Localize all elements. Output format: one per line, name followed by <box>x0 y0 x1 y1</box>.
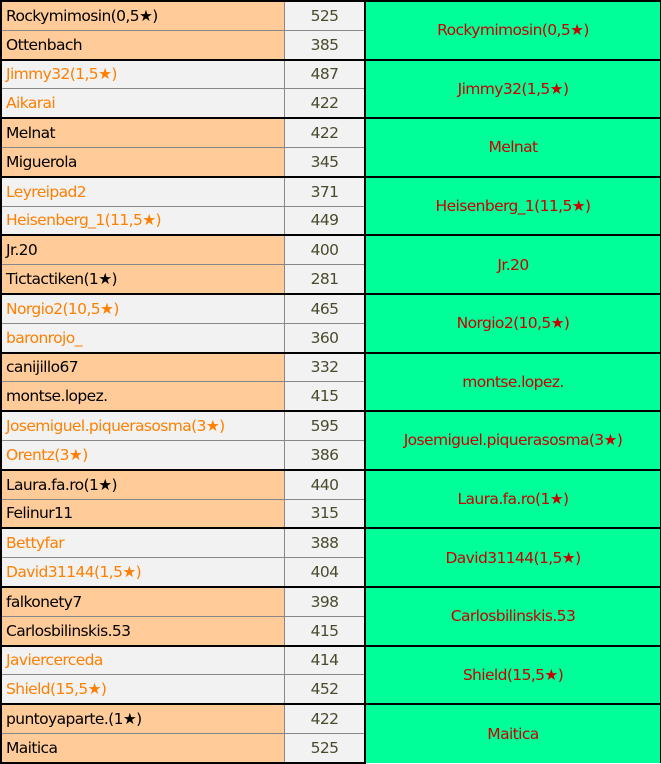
player2-name-cell[interactable]: Heisenberg_1(11,5★) <box>0 206 285 237</box>
player2-score-cell[interactable]: 385 <box>284 30 366 61</box>
player2-name-cell[interactable]: David31144(1,5★) <box>0 557 285 588</box>
winner-cell[interactable]: Laura.fa.ro(1★) <box>365 468 661 529</box>
player2-score-cell[interactable]: 525 <box>284 733 366 764</box>
match-row-player2: Miguerola 345 <box>0 147 661 178</box>
player1-name-cell[interactable]: Rockymimosin(0,5★) <box>0 0 285 31</box>
match-row-player2: baronrojo_ 360 <box>0 323 661 354</box>
player2-name-cell[interactable]: Orentz(3★) <box>0 440 285 471</box>
match-row-player2: Heisenberg_1(11,5★) 449 <box>0 206 661 237</box>
player2-score-cell[interactable]: 415 <box>284 381 366 413</box>
player1-name-cell[interactable]: Leyreipad2 <box>0 175 285 207</box>
player1-score-cell[interactable]: 525 <box>284 0 366 31</box>
match-row-player1: Javiercerceda 414 Shield(15,5★) <box>0 644 661 705</box>
match-row-player1: falkonety7 398 Carlosbilinskis.53 <box>0 585 661 646</box>
player1-name-cell[interactable]: Norgio2(10,5★) <box>0 292 285 324</box>
winner-cell[interactable]: Jimmy32(1,5★) <box>365 58 661 119</box>
player2-name-cell[interactable]: montse.lopez. <box>0 381 285 413</box>
match-row-player1: Laura.fa.ro(1★) 440 Laura.fa.ro(1★) <box>0 468 661 529</box>
player1-score-cell[interactable]: 595 <box>284 410 366 441</box>
player1-name-cell[interactable]: Laura.fa.ro(1★) <box>0 468 285 500</box>
player1-name-cell[interactable]: Melnat <box>0 117 285 148</box>
winner-cell[interactable]: Melnat <box>365 117 661 177</box>
match-row-player2: Carlosbilinskis.53 415 <box>0 616 661 647</box>
match-row-player2: Felinur11 315 <box>0 499 661 530</box>
match-row-player1: Josemiguel.piquerasosma(3★) 595 Josemigu… <box>0 410 661 470</box>
match-row-player1: Norgio2(10,5★) 465 Norgio2(10,5★) <box>0 292 661 353</box>
player1-score-cell[interactable]: 414 <box>284 644 366 676</box>
player1-name-cell[interactable]: Bettyfar <box>0 527 285 559</box>
player1-score-cell[interactable]: 371 <box>284 175 366 207</box>
player1-score-cell[interactable]: 422 <box>284 117 366 148</box>
winner-cell[interactable]: Maitica <box>365 703 661 763</box>
player2-score-cell[interactable]: 345 <box>284 147 366 178</box>
match-row-player1: Melnat 422 Melnat <box>0 117 661 177</box>
player2-name-cell[interactable]: Tictactiken(1★) <box>0 264 285 295</box>
winner-cell[interactable]: Norgio2(10,5★) <box>365 292 661 353</box>
player2-score-cell[interactable]: 449 <box>284 206 366 237</box>
player2-name-cell[interactable]: Aikarai <box>0 88 285 120</box>
player1-score-cell[interactable]: 332 <box>284 351 366 383</box>
player2-score-cell[interactable]: 422 <box>284 88 366 120</box>
player1-score-cell[interactable]: 487 <box>284 58 366 90</box>
player1-score-cell[interactable]: 465 <box>284 292 366 324</box>
player2-score-cell[interactable]: 360 <box>284 323 366 354</box>
player1-name-cell[interactable]: puntoyaparte.(1★) <box>0 703 285 734</box>
match-row-player1: Rockymimosin(0,5★) 525 Rockymimosin(0,5★… <box>0 0 661 60</box>
player2-score-cell[interactable]: 404 <box>284 557 366 588</box>
player2-score-cell[interactable]: 281 <box>284 264 366 295</box>
player1-score-cell[interactable]: 400 <box>284 234 366 266</box>
match-row-player1: Jr.20 400 Jr.20 <box>0 234 661 294</box>
player1-name-cell[interactable]: Javiercerceda <box>0 644 285 676</box>
match-row-player1: Jimmy32(1,5★) 487 Jimmy32(1,5★) <box>0 58 661 119</box>
winner-cell[interactable]: montse.lopez. <box>365 351 661 412</box>
player1-name-cell[interactable]: Jimmy32(1,5★) <box>0 58 285 90</box>
player2-name-cell[interactable]: Carlosbilinskis.53 <box>0 616 285 647</box>
player2-name-cell[interactable]: baronrojo_ <box>0 323 285 354</box>
player2-score-cell[interactable]: 386 <box>284 440 366 471</box>
player1-name-cell[interactable]: canijillo67 <box>0 351 285 383</box>
player1-score-cell[interactable]: 388 <box>284 527 366 559</box>
winner-cell[interactable]: Rockymimosin(0,5★) <box>365 0 661 60</box>
winner-cell[interactable]: Josemiguel.piquerasosma(3★) <box>365 410 661 470</box>
player2-name-cell[interactable]: Ottenbach <box>0 30 285 61</box>
player2-name-cell[interactable]: Maitica <box>0 733 285 764</box>
player1-name-cell[interactable]: Jr.20 <box>0 234 285 266</box>
match-row-player2: Shield(15,5★) 452 <box>0 674 661 706</box>
match-row-player1: Leyreipad2 371 Heisenberg_1(11,5★) <box>0 175 661 236</box>
winner-cell[interactable]: Jr.20 <box>365 234 661 294</box>
player1-score-cell[interactable]: 398 <box>284 585 366 617</box>
match-row-player2: Ottenbach 385 <box>0 30 661 61</box>
winner-cell[interactable]: Carlosbilinskis.53 <box>365 585 661 646</box>
player2-score-cell[interactable]: 415 <box>284 616 366 647</box>
winner-cell[interactable]: Heisenberg_1(11,5★) <box>365 175 661 236</box>
match-row-player2: David31144(1,5★) 404 <box>0 557 661 588</box>
match-row-player2: montse.lopez. 415 <box>0 381 661 413</box>
player2-score-cell[interactable]: 315 <box>284 499 366 530</box>
player1-score-cell[interactable]: 422 <box>284 703 366 734</box>
match-row-player1: Bettyfar 388 David31144(1,5★) <box>0 527 661 587</box>
player2-score-cell[interactable]: 452 <box>284 674 366 706</box>
winner-cell[interactable]: David31144(1,5★) <box>365 527 661 587</box>
player2-name-cell[interactable]: Miguerola <box>0 147 285 178</box>
player1-name-cell[interactable]: falkonety7 <box>0 585 285 617</box>
player1-name-cell[interactable]: Josemiguel.piquerasosma(3★) <box>0 410 285 441</box>
match-row-player1: canijillo67 332 montse.lopez. <box>0 351 661 412</box>
match-row-player2: Tictactiken(1★) 281 <box>0 264 661 295</box>
match-row-player2: Aikarai 422 <box>0 88 661 120</box>
winner-cell[interactable]: Shield(15,5★) <box>365 644 661 705</box>
match-row-player2: Orentz(3★) 386 <box>0 440 661 471</box>
player2-name-cell[interactable]: Felinur11 <box>0 499 285 530</box>
match-row-player1: puntoyaparte.(1★) 422 Maitica <box>0 703 661 763</box>
player2-name-cell[interactable]: Shield(15,5★) <box>0 674 285 706</box>
player1-score-cell[interactable]: 440 <box>284 468 366 500</box>
